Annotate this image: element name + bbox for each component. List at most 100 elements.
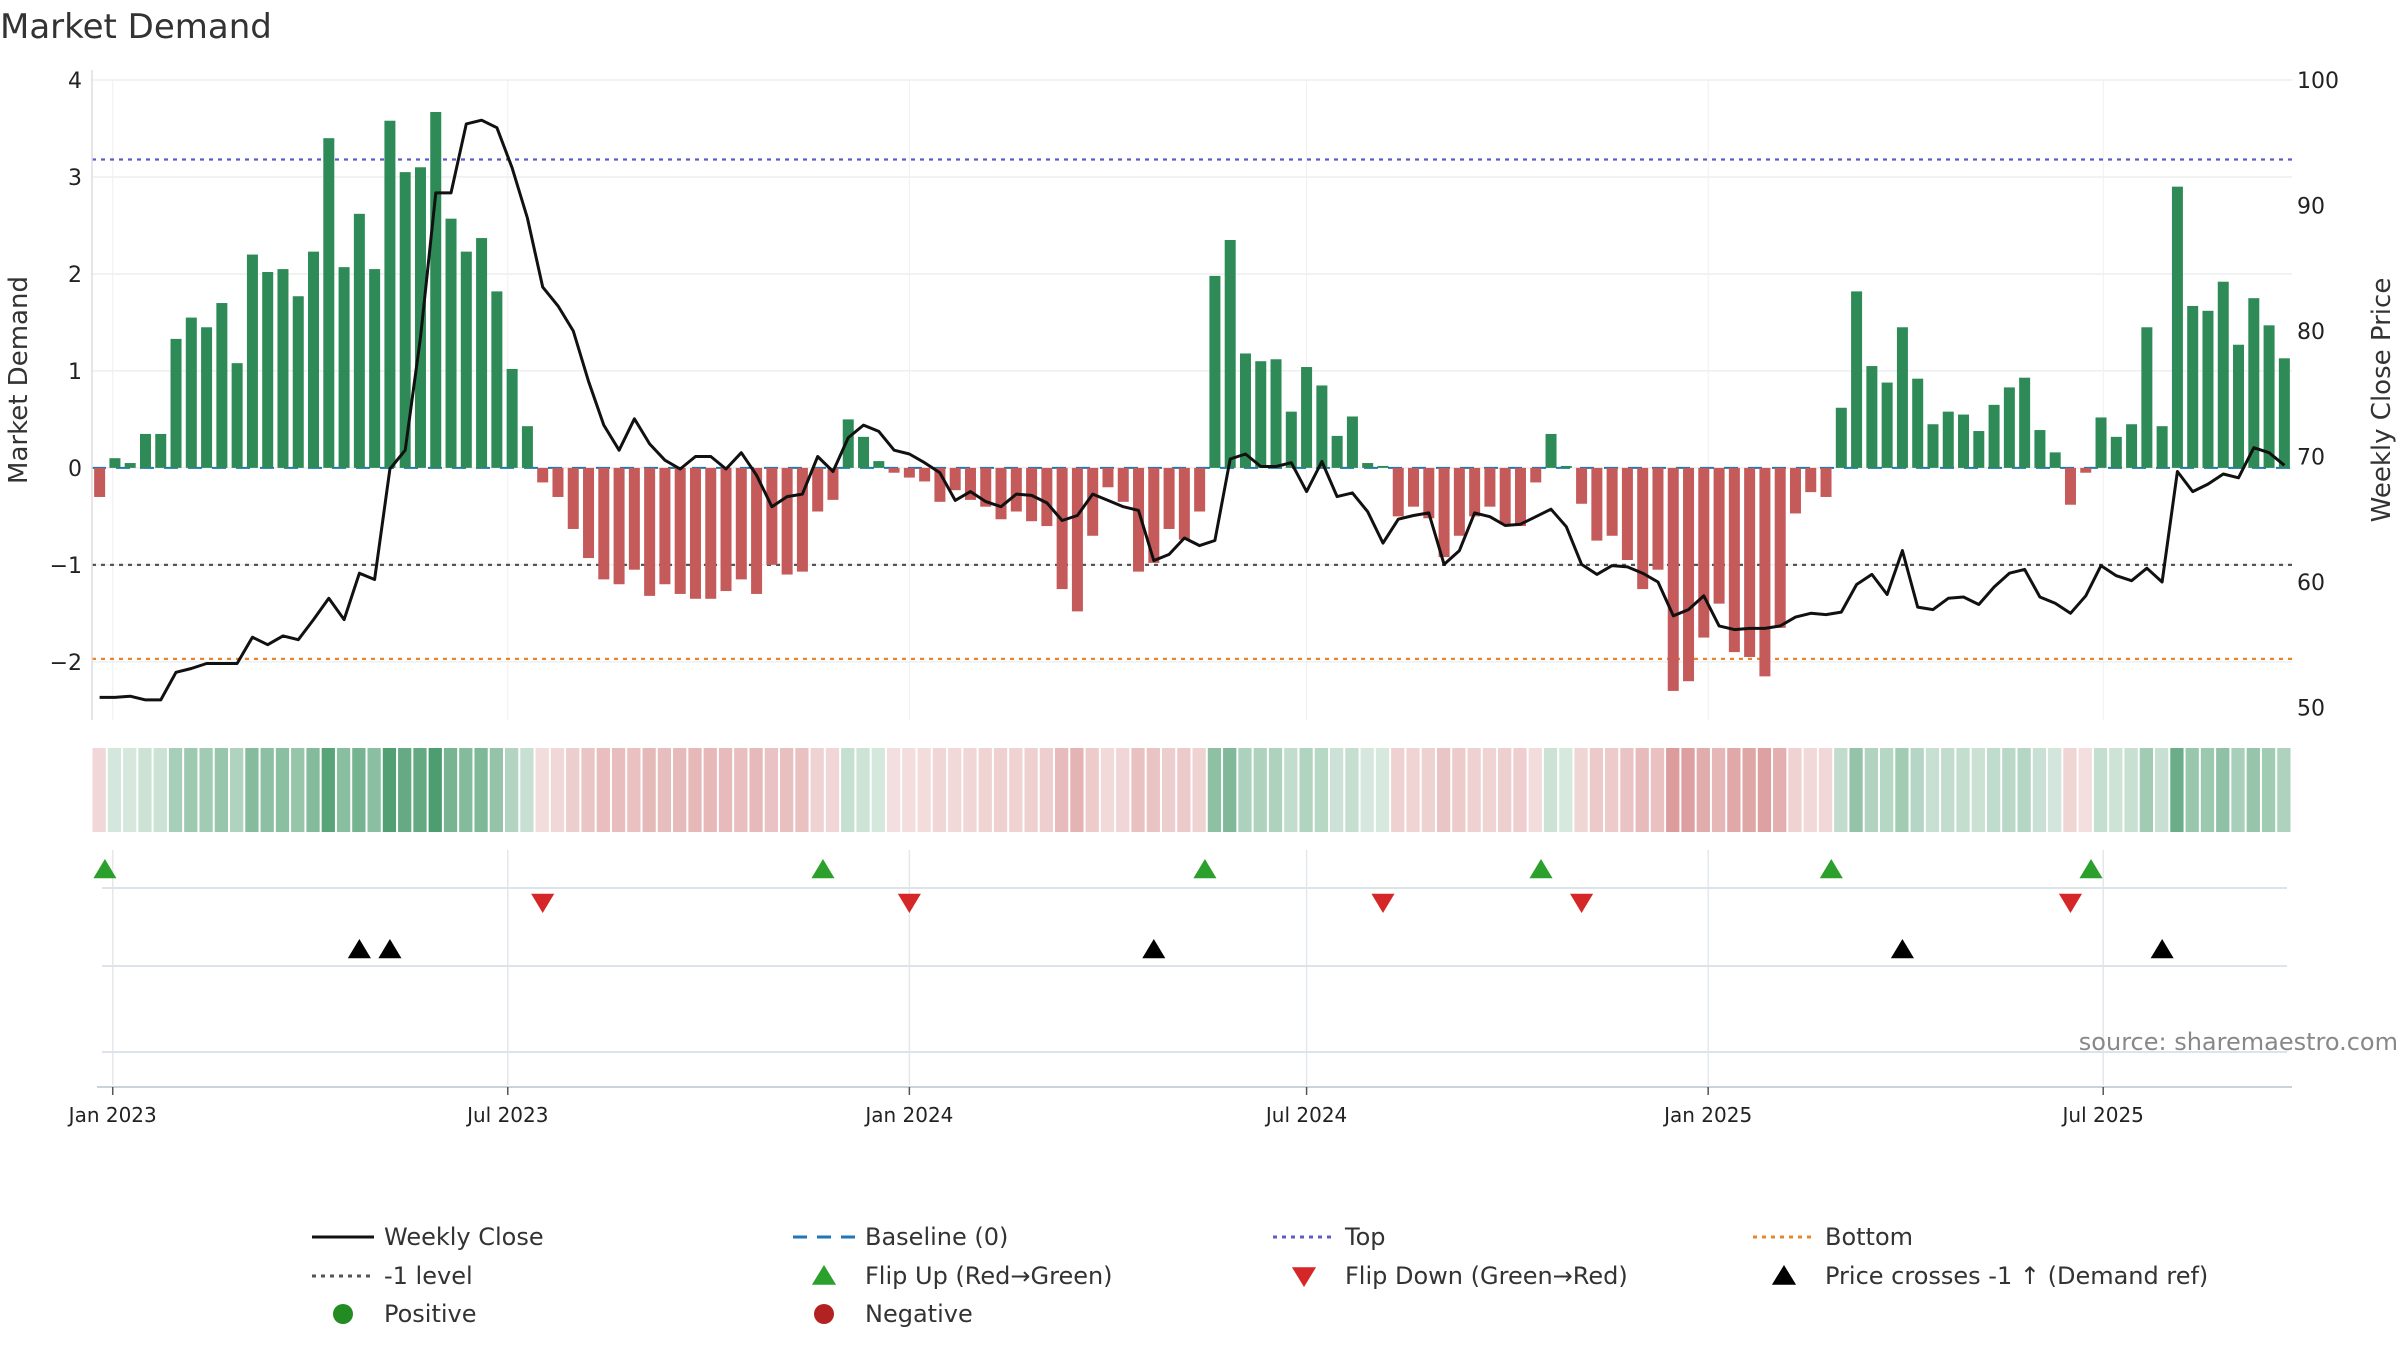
demand-bar	[2141, 327, 2153, 468]
heat-cell	[810, 748, 824, 832]
heat-cell	[138, 748, 152, 832]
heat-cell	[764, 748, 778, 832]
demand-bar	[1560, 465, 1572, 468]
demand-bar	[1148, 467, 1160, 563]
heat-cell	[566, 748, 580, 832]
heat-cell	[1727, 748, 1741, 832]
heat-cell	[306, 748, 320, 832]
heat-cell	[917, 748, 931, 832]
demand-bar	[1484, 467, 1496, 507]
heat-cell	[1956, 748, 1970, 832]
heat-cell	[1650, 748, 1665, 832]
heat-cell	[871, 748, 885, 832]
demand-bar	[308, 251, 320, 468]
heat-cell	[1192, 748, 1206, 832]
heat-cell	[428, 748, 442, 832]
demand-bar	[2003, 387, 2015, 468]
legend-item: Baseline (0)	[793, 1223, 1008, 1251]
demand-bar	[1316, 385, 1328, 468]
demand-bar	[1346, 416, 1358, 468]
heat-cell	[1070, 748, 1084, 832]
demand-bar	[1239, 353, 1251, 468]
heat-cell	[1895, 748, 1909, 832]
heat-cell	[1223, 748, 1237, 832]
legend: Weekly Close Baseline (0) Top Bottom -1 leve…	[312, 1223, 2208, 1328]
heat-cell	[520, 748, 534, 832]
demand-bar	[1759, 467, 1771, 677]
demand-bar	[1866, 366, 1878, 468]
heat-cell	[245, 748, 259, 832]
demand-bar	[1453, 467, 1465, 536]
heat-cell	[703, 748, 717, 832]
heat-cell	[1742, 748, 1756, 832]
heat-cell	[1146, 748, 1160, 832]
demand-bar	[1224, 240, 1236, 468]
heat-cell	[1635, 748, 1649, 832]
demand-bar	[1744, 467, 1756, 657]
legend-swatch-circle	[814, 1304, 834, 1324]
demand-bar	[262, 272, 274, 468]
heat-cell	[932, 748, 947, 832]
heat-cell	[336, 748, 351, 832]
heat-cell	[1788, 748, 1802, 832]
heat-cell	[780, 748, 794, 832]
heat-cell	[1284, 748, 1298, 832]
heat-cell	[1880, 748, 1894, 832]
demand-bar	[1270, 359, 1282, 468]
demand-bar	[766, 467, 778, 565]
demand-bar	[1851, 291, 1863, 468]
heat-cell	[1666, 748, 1680, 832]
flip-up-marker	[811, 859, 835, 879]
legend-item: Positive	[333, 1300, 477, 1328]
heat-cell	[1589, 748, 1603, 832]
heat-cell	[1681, 748, 1695, 832]
demand-bar	[964, 467, 976, 500]
heat-cell	[948, 748, 962, 832]
legend-item: Flip Up (Red→Green)	[811, 1262, 1113, 1290]
demand-bar	[430, 112, 442, 468]
left-tick-label: 3	[68, 166, 82, 191]
legend-label: Bottom	[1825, 1223, 1913, 1251]
legend-label: Flip Down (Green→Red)	[1345, 1262, 1628, 1290]
heat-cell	[1849, 748, 1863, 832]
right-tick-label: 90	[2297, 194, 2325, 219]
heat-cell	[1482, 748, 1497, 832]
legend-swatch-triangle-up	[1771, 1265, 1797, 1285]
heat-cell	[2093, 748, 2108, 832]
demand-bar	[2248, 298, 2260, 468]
demand-bar	[1362, 463, 1374, 468]
demand-bar	[185, 317, 197, 468]
heat-cell	[1864, 748, 1878, 832]
demand-bar	[644, 467, 656, 596]
heat-cell	[1421, 748, 1435, 832]
heat-cell	[153, 748, 167, 832]
flip-down-marker	[531, 893, 555, 913]
demand-bar	[705, 467, 717, 599]
demand-bar	[2049, 452, 2061, 468]
demand-bar	[1392, 467, 1404, 517]
demand-bar	[1301, 367, 1313, 468]
right-tick-label: 80	[2297, 320, 2325, 345]
heat-cell	[550, 748, 565, 832]
heat-cell	[963, 748, 977, 832]
demand-bar	[2171, 186, 2183, 468]
price-cross-marker	[347, 939, 371, 959]
heat-cell	[2170, 748, 2184, 832]
legend-label: Weekly Close	[384, 1223, 544, 1251]
heat-cell	[275, 748, 290, 832]
left-tick-label: −1	[50, 554, 82, 579]
heat-cell	[1268, 748, 1283, 832]
demand-bar	[949, 467, 961, 491]
right-tick-label: 100	[2297, 69, 2339, 94]
flip-up-marker	[1529, 859, 1553, 879]
heat-cell	[1696, 748, 1710, 832]
heat-cell	[413, 748, 427, 832]
heat-cell	[841, 748, 855, 832]
heat-cell	[1910, 748, 1924, 832]
demand-bar	[995, 467, 1007, 520]
demand-bar	[919, 467, 931, 482]
demand-bar	[1423, 467, 1435, 519]
legend-label: Positive	[384, 1300, 477, 1328]
heat-cell	[825, 748, 840, 832]
